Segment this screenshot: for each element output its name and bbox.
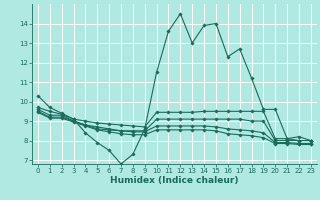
- X-axis label: Humidex (Indice chaleur): Humidex (Indice chaleur): [110, 176, 239, 185]
